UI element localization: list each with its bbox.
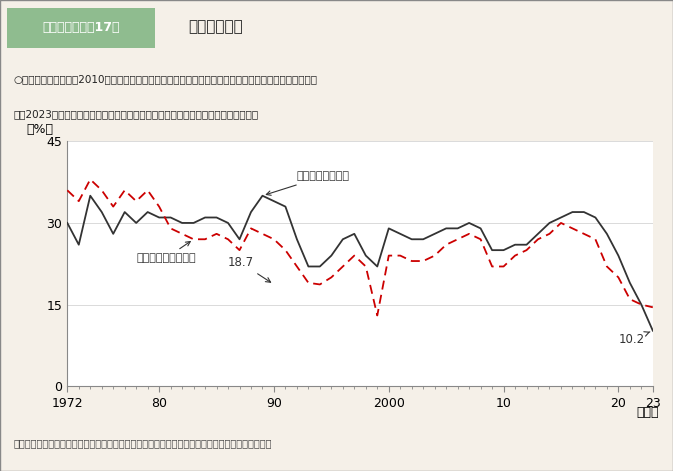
Text: フルタイム労働者: フルタイム労働者 bbox=[267, 171, 350, 195]
Text: 充足率の推移: 充足率の推移 bbox=[188, 20, 243, 35]
Text: 10.2: 10.2 bbox=[618, 332, 650, 346]
Text: （年）: （年） bbox=[636, 406, 659, 419]
Text: パートタイム労働者: パートタイム労働者 bbox=[136, 242, 196, 263]
FancyBboxPatch shape bbox=[7, 8, 155, 48]
Text: 第２－（１）－17図: 第２－（１）－17図 bbox=[42, 21, 120, 33]
Text: 2023年はこの半世紀の中で最低水準にあり、欠員の充足が困難となっている。: 2023年はこの半世紀の中で最低水準にあり、欠員の充足が困難となっている。 bbox=[13, 110, 258, 120]
Text: 18.7: 18.7 bbox=[228, 257, 271, 282]
Text: （%）: （%） bbox=[26, 123, 53, 137]
Text: ○　求人の充足率は、2010年代以降、低下傾向。特にフルタイム労働者において大きく低下しており、: ○ 求人の充足率は、2010年代以降、低下傾向。特にフルタイム労働者において大き… bbox=[13, 74, 318, 84]
Text: 資料出所　厚生労働省「職業安定業務統計」をもとに厚生労働者政策統括官付政策統括室にて作成: 資料出所 厚生労働省「職業安定業務統計」をもとに厚生労働者政策統括官付政策統括室… bbox=[13, 438, 272, 448]
